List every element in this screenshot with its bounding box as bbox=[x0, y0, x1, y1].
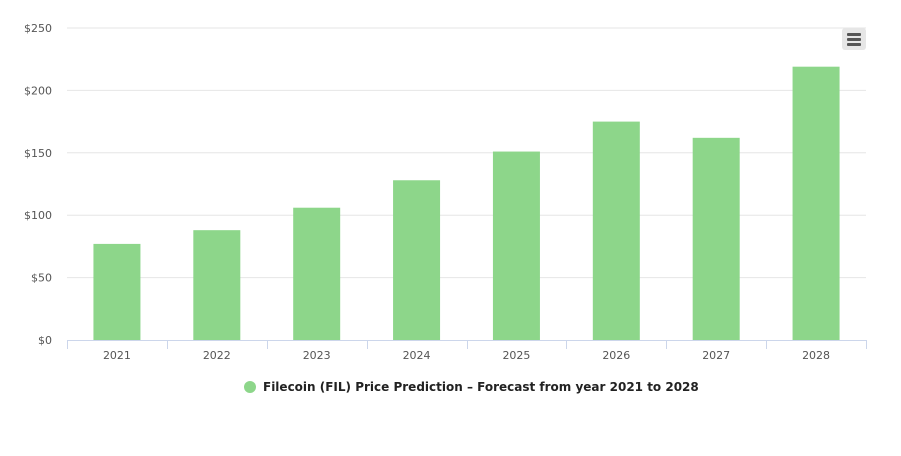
x-tick-label: 2024 bbox=[403, 349, 431, 362]
x-tick-label: 2022 bbox=[203, 349, 231, 362]
x-tick-label: 2028 bbox=[802, 349, 830, 362]
chart-context-menu-button[interactable] bbox=[842, 28, 866, 50]
bar-2023[interactable] bbox=[293, 207, 341, 340]
x-tick-label: 2021 bbox=[103, 349, 131, 362]
bar-2027[interactable] bbox=[692, 137, 740, 340]
legend-label[interactable]: Filecoin (FIL) Price Prediction – Foreca… bbox=[263, 380, 699, 394]
bars bbox=[93, 66, 840, 341]
x-axis: 2021 2022 2023 2024 2025 2026 2027 2028 bbox=[67, 340, 867, 362]
legend-marker[interactable] bbox=[244, 381, 256, 393]
grid-lines bbox=[67, 27, 866, 279]
x-tick-label: 2025 bbox=[502, 349, 530, 362]
bar-2024[interactable] bbox=[393, 180, 441, 340]
bar-2021[interactable] bbox=[93, 243, 141, 340]
y-tick-label: $150 bbox=[24, 147, 52, 160]
y-tick-label: $0 bbox=[38, 334, 52, 347]
bar-2025[interactable] bbox=[492, 151, 540, 340]
y-tick-label: $250 bbox=[24, 22, 52, 35]
y-axis-tick-labels: $0 $50 $100 $150 $200 $250 bbox=[24, 22, 52, 347]
x-tick-label: 2023 bbox=[303, 349, 331, 362]
bar-2022[interactable] bbox=[193, 230, 241, 340]
x-tick-label: 2027 bbox=[702, 349, 730, 362]
bar-2026[interactable] bbox=[592, 121, 640, 340]
bar-2028[interactable] bbox=[792, 66, 840, 341]
x-tick-label: 2026 bbox=[602, 349, 630, 362]
y-tick-label: $50 bbox=[31, 272, 52, 285]
legend[interactable]: Filecoin (FIL) Price Prediction – Foreca… bbox=[244, 380, 699, 394]
y-tick-label: $200 bbox=[24, 84, 52, 97]
y-tick-label: $100 bbox=[24, 209, 52, 222]
